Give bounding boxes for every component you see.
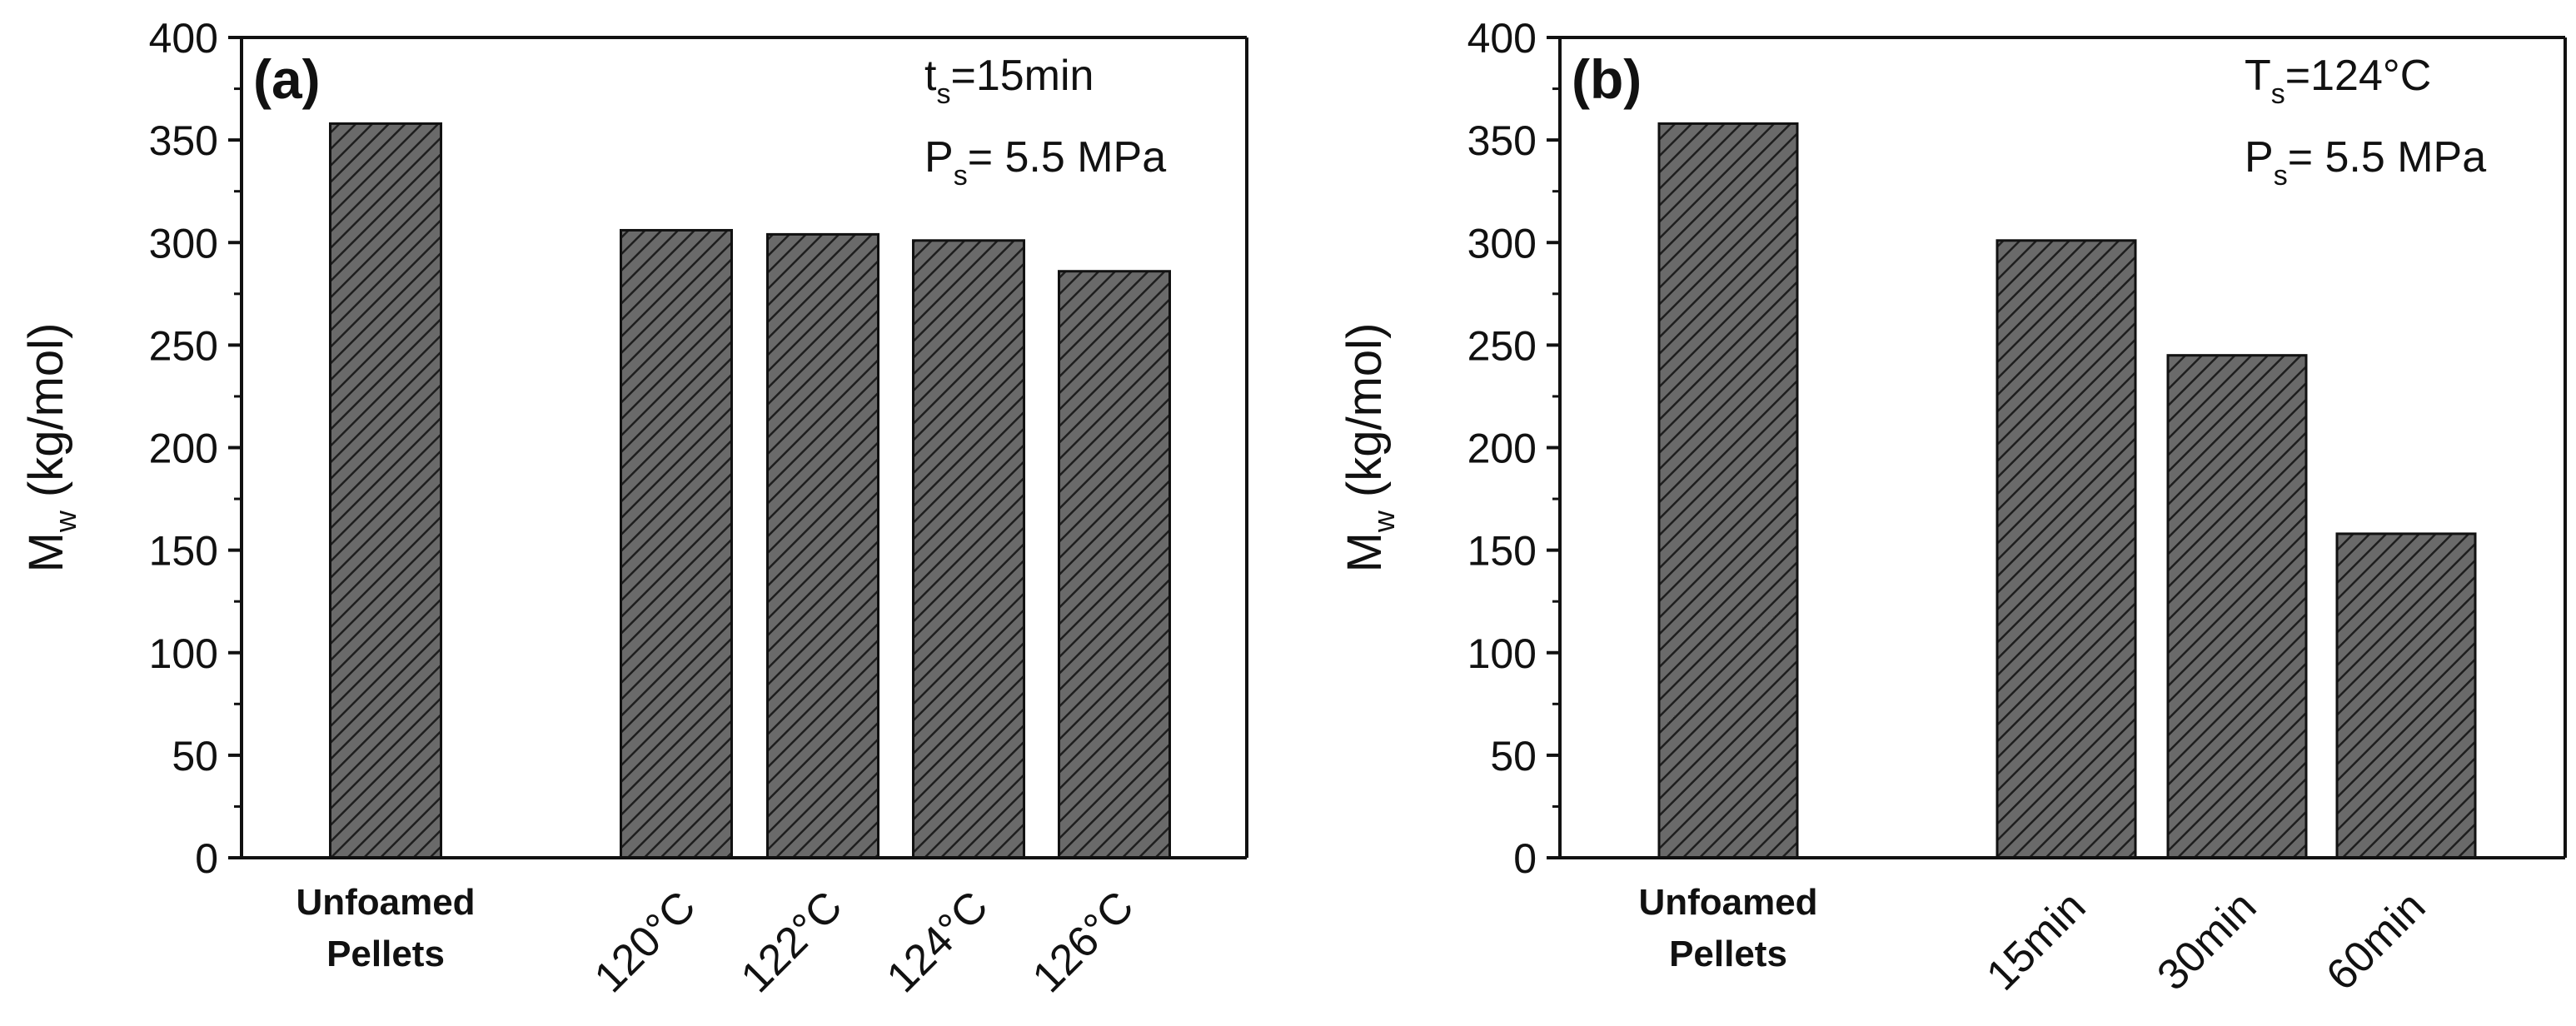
annotation-symbol: T [2245, 52, 2271, 100]
annotation-subscript: s [2274, 160, 2288, 192]
y-axis-label: Mw (kg/mol) [1338, 323, 1401, 573]
y-tick-label: 300 [1467, 220, 1537, 266]
bar [620, 228, 733, 859]
x-category-label: 124°C [878, 882, 998, 1002]
y-tick-label: 0 [195, 835, 218, 882]
x-category-label: 126°C [1024, 882, 1144, 1002]
y-axis-label-unit: (kg/mol) [1338, 323, 1392, 497]
y-tick-label: 300 [149, 220, 218, 266]
y-tick-label: 250 [1467, 322, 1537, 369]
x-category-label: Unfoamed Pellets [1638, 882, 1817, 974]
annotation-line-1: ts=15min [924, 52, 1094, 110]
y-tick-label: 50 [172, 733, 218, 779]
x-category-label: Unfoamed Pellets [296, 882, 475, 974]
y-axis-label-subscript: w [1367, 510, 1401, 533]
y-tick-label: 250 [149, 322, 218, 369]
y-tick-label: 50 [1490, 733, 1537, 779]
bar [766, 232, 879, 859]
annotation-symbol: t [924, 52, 937, 100]
y-axis-label-symbol: M [1338, 532, 1392, 572]
bar [2335, 532, 2477, 859]
annotation-symbol: P [924, 133, 954, 182]
x-category-label-line: Unfoamed [296, 882, 475, 923]
y-axis-label-unit: (kg/mol) [19, 323, 73, 497]
y-tick-label: 400 [1467, 15, 1537, 62]
panel-label: (b) [1572, 48, 1642, 110]
annotation-subscript: s [936, 78, 950, 110]
y-tick-label: 400 [149, 15, 218, 62]
annotation-subscript: s [954, 160, 968, 192]
x-category-label: 122°C [732, 882, 852, 1002]
annotation-symbol: P [2245, 133, 2274, 182]
bar [2166, 354, 2308, 859]
annotation-line-2: Ps= 5.5 MPa [2245, 133, 2486, 192]
bar [912, 239, 1025, 859]
x-category-label: 60min [2317, 882, 2434, 999]
annotation-subscript: s [2271, 78, 2285, 110]
y-tick-label: 0 [1513, 835, 1537, 882]
y-axis-label: Mw (kg/mol) [19, 323, 82, 573]
annotation-value: =124°C [2285, 52, 2431, 100]
y-tick-label: 150 [149, 528, 218, 575]
x-category-label-line: Pellets [1669, 934, 1787, 974]
x-category-label: 30min [2148, 882, 2265, 999]
bar [329, 122, 442, 859]
panel-label: (a) [253, 48, 321, 110]
bar [1058, 270, 1171, 859]
annotation-value: =15min [950, 52, 1094, 100]
annotation-value: = 5.5 MPa [968, 133, 1167, 182]
annotation-line-2: Ps= 5.5 MPa [924, 133, 1166, 192]
annotation-line-1: Ts=124°C [2245, 52, 2431, 110]
annotation-value: = 5.5 MPa [2288, 133, 2487, 182]
bar [1657, 122, 1799, 859]
x-category-label-line: Pellets [326, 934, 445, 974]
x-category-label: 120°C [585, 882, 705, 1002]
y-axis-label-symbol: M [19, 532, 73, 572]
x-category-label-line: Unfoamed [1638, 882, 1817, 923]
y-axis-label-subscript: w [48, 510, 82, 533]
x-category-label: 15min [1977, 882, 2095, 999]
y-tick-label: 100 [1467, 630, 1537, 677]
bar [1996, 239, 2137, 859]
y-tick-label: 350 [1467, 117, 1537, 164]
y-tick-label: 150 [1467, 528, 1537, 575]
y-tick-label: 200 [1467, 426, 1537, 472]
y-tick-label: 100 [149, 630, 218, 677]
y-tick-label: 200 [149, 426, 218, 472]
y-tick-label: 350 [149, 117, 218, 164]
